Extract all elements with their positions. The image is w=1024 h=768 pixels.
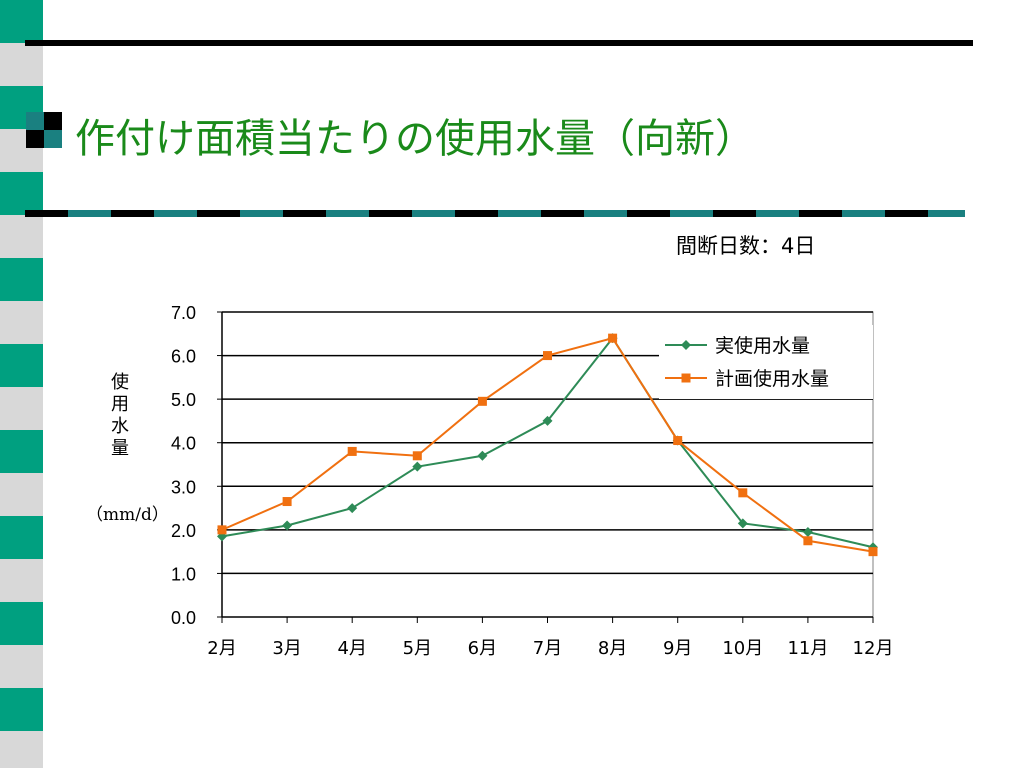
y-tick-label: 5.0: [171, 390, 196, 410]
y-axis-label-char: 水: [111, 416, 129, 437]
legend-label: 計画使用水量: [715, 368, 829, 390]
data-point-actual: [282, 520, 293, 531]
interval-days-label: 間断日数：4日: [676, 234, 816, 258]
data-point-plan: [608, 333, 618, 343]
y-axis-label-char: 量: [111, 438, 129, 459]
data-point-actual: [347, 503, 358, 514]
legend-box: [659, 325, 873, 399]
dashed-rule: [25, 210, 965, 217]
data-point-plan: [868, 547, 878, 557]
title-bullet-icon: [26, 112, 62, 148]
legend-label: 実使用水量: [715, 335, 810, 357]
x-tick-label: 8月: [598, 638, 627, 659]
top-rule: [25, 40, 973, 46]
data-point-actual: [477, 450, 488, 461]
x-tick-label: 11月: [787, 638, 828, 659]
data-point-actual: [542, 415, 553, 426]
data-point-actual: [737, 518, 748, 529]
y-tick-label: 1.0: [171, 564, 196, 584]
y-tick-label: 6.0: [171, 347, 196, 367]
x-tick-label: 5月: [403, 638, 432, 659]
x-tick-label: 4月: [337, 638, 366, 659]
y-tick-label: 7.0: [171, 303, 196, 323]
x-tick-label: 2月: [207, 638, 236, 659]
y-axis-label-char: 用: [111, 394, 129, 415]
data-point-plan: [477, 396, 487, 406]
data-point-plan: [282, 497, 292, 507]
data-point-plan: [347, 446, 357, 456]
data-point-plan: [217, 525, 227, 535]
x-tick-label: 12月: [853, 638, 894, 659]
x-tick-label: 6月: [468, 638, 497, 659]
data-point-plan: [673, 436, 683, 446]
y-axis-unit: （mm/d）: [86, 505, 169, 525]
y-tick-label: 4.0: [171, 434, 196, 454]
legend-marker-actual: [681, 340, 691, 350]
x-tick-label: 9月: [663, 638, 692, 659]
y-tick-label: 2.0: [171, 521, 196, 541]
data-point-actual: [412, 461, 423, 472]
y-axis-label-char: 使: [111, 372, 129, 393]
x-tick-label: 7月: [533, 638, 562, 659]
data-point-plan: [543, 351, 552, 361]
legend-marker-plan: [681, 373, 691, 383]
data-point-plan: [738, 488, 748, 498]
slide-title: 作付け面積当たりの使用水量（向新）: [75, 116, 755, 162]
x-tick-label: 3月: [272, 638, 301, 659]
y-tick-label: 0.0: [171, 608, 196, 628]
y-tick-label: 3.0: [171, 477, 196, 497]
y-axis-label: 使用水量: [108, 372, 132, 460]
data-point-actual: [802, 527, 813, 538]
data-point-plan: [803, 536, 813, 546]
x-tick-label: 10月: [722, 638, 763, 659]
data-point-plan: [412, 451, 422, 461]
